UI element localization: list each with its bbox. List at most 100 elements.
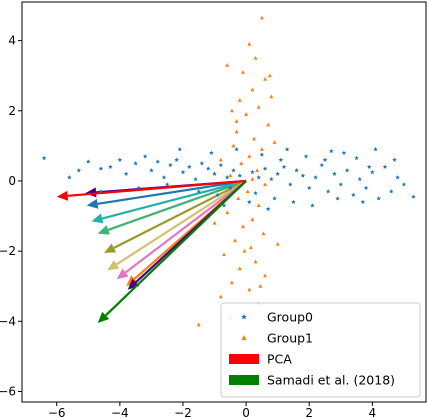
scatter-layer: [41, 15, 416, 327]
group1-point: [259, 15, 264, 20]
group0-point: [221, 203, 227, 208]
legend-label: Group1: [267, 331, 313, 346]
group1-point: [225, 62, 230, 67]
group1-point: [263, 273, 268, 278]
group0-point: [149, 168, 154, 173]
group0-point: [250, 169, 255, 175]
group1-point: [252, 136, 256, 141]
group0-point: [360, 199, 366, 204]
group1-point: [234, 119, 239, 123]
direction-arrow-5-shaft: [115, 180, 247, 266]
pca-arrow-shaft: [67, 179, 247, 197]
arrow-layer: [56, 179, 247, 324]
group0-point: [341, 150, 347, 155]
group0-point: [373, 146, 378, 152]
x-tick-label: −4: [111, 406, 129, 418]
group1-point: [263, 76, 268, 81]
group1-point: [229, 108, 234, 113]
direction-arrow-6-shaft: [124, 180, 247, 274]
legend-swatch: [241, 314, 247, 320]
group0-point: [187, 164, 192, 169]
group1-point: [225, 210, 230, 215]
group0-point: [335, 196, 340, 201]
group1-point: [248, 245, 253, 250]
samadi-et-al-2018--arrow-shaft: [104, 180, 247, 317]
group1-point: [239, 161, 244, 165]
group1-point: [269, 94, 274, 99]
x-tick-label: −2: [174, 406, 192, 418]
group0-point: [376, 196, 381, 201]
group0-point: [284, 146, 290, 152]
legend-swatch: [229, 375, 259, 385]
group0-point: [193, 176, 198, 182]
group0-point: [310, 203, 315, 208]
group1-point: [250, 176, 255, 181]
group1-point: [240, 224, 245, 229]
group0-point: [246, 199, 252, 204]
legend-box: [220, 302, 421, 398]
group0-point: [275, 171, 280, 176]
group0-point: [382, 164, 388, 169]
group0-point: [164, 182, 170, 187]
direction-arrow-1-shaft: [97, 179, 247, 205]
group0-point: [231, 168, 236, 173]
group0-point: [256, 175, 261, 180]
group1-point: [272, 140, 277, 144]
group0-point: [199, 161, 205, 166]
group0-point: [117, 157, 123, 162]
group1-point: [245, 189, 250, 194]
group0-point: [259, 152, 265, 157]
group1-point: [236, 196, 241, 201]
group0-point: [306, 185, 312, 190]
group0-point: [212, 171, 217, 176]
group1-point: [256, 203, 261, 208]
group0-point: [401, 182, 407, 187]
group1-point: [234, 129, 239, 134]
group0-point: [168, 162, 173, 168]
group1-point: [240, 69, 245, 74]
group0-point: [332, 171, 337, 176]
group0-point: [272, 196, 277, 201]
group0-point: [136, 185, 142, 190]
group1-point: [233, 238, 238, 243]
group1-point: [253, 55, 258, 60]
group0-point: [98, 189, 104, 194]
group0-point: [253, 190, 258, 196]
group1-point: [250, 87, 255, 92]
direction-arrow-4-shaft: [113, 179, 247, 249]
group1-point: [247, 41, 252, 46]
group0-point: [209, 150, 214, 155]
group0-point: [76, 168, 82, 173]
group1-point: [237, 266, 242, 271]
group0-point: [196, 189, 202, 194]
group0-point: [228, 185, 233, 190]
legend-label: Samadi et al. (2018): [267, 373, 395, 388]
group0-point: [237, 173, 243, 178]
group0-point: [288, 182, 293, 187]
group1-point: [218, 294, 223, 299]
direction-arrow-8-head: [127, 278, 140, 290]
group1-point: [196, 322, 201, 327]
group0-point: [180, 169, 186, 175]
group0-point: [155, 159, 160, 164]
legend-label: PCA: [267, 352, 292, 367]
y-tick-label: −6: [0, 384, 16, 398]
group0-point: [281, 164, 287, 169]
group0-point: [303, 153, 309, 159]
group0-point: [395, 175, 400, 180]
group0-point: [86, 159, 91, 164]
group0-point: [338, 182, 344, 187]
y-tick-label: 4: [8, 34, 16, 48]
group1-point: [267, 73, 272, 78]
group0-point: [262, 166, 268, 171]
y-tick-label: −2: [0, 244, 16, 258]
group1-point: [255, 168, 260, 172]
direction-arrow-2-head: [91, 213, 104, 224]
group0-point: [215, 192, 220, 197]
direction-arrow-3-shaft: [107, 179, 247, 231]
group1-point: [237, 98, 242, 102]
group1-point: [228, 173, 233, 178]
group1-point: [242, 248, 247, 253]
